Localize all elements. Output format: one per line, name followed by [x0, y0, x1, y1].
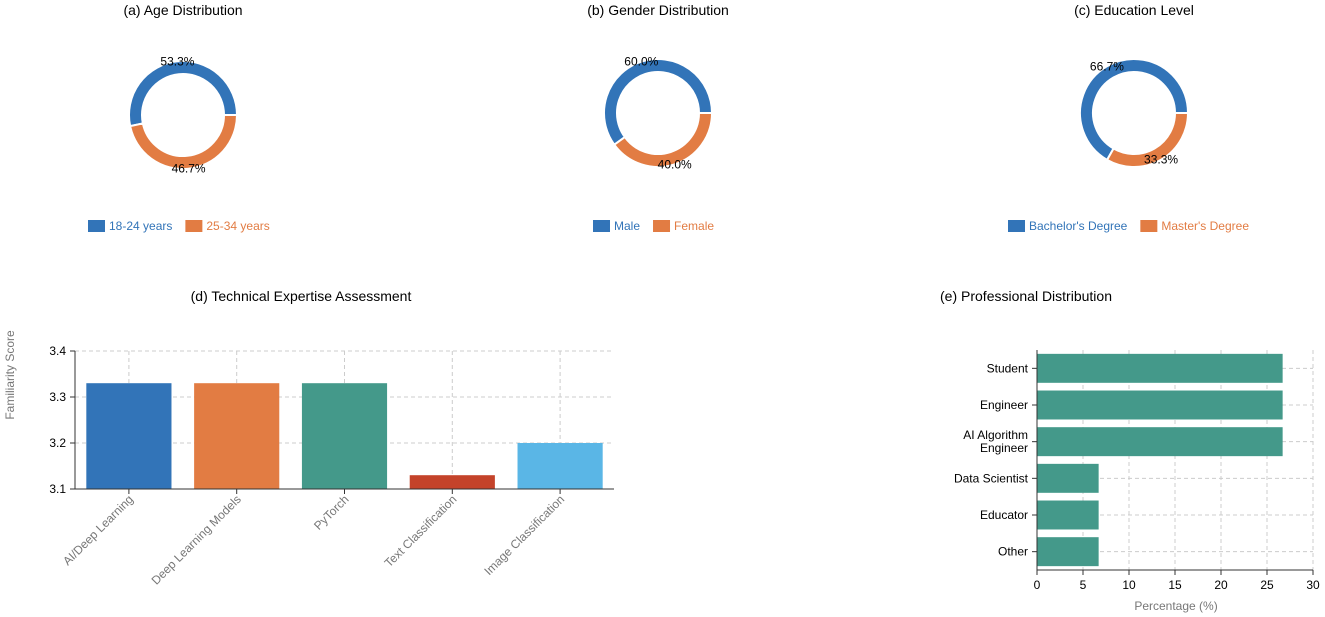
x-tick-label: 25	[1260, 578, 1274, 592]
chart-title: (c) Education Level	[1074, 2, 1194, 18]
x-axis-label: Percentage (%)	[1134, 599, 1217, 613]
x-tick-label: Deep Learning Models	[149, 492, 244, 587]
y-tick-label: Educator	[980, 508, 1028, 522]
x-tick-label: 0	[1034, 578, 1041, 592]
y-tick-label: Student	[987, 361, 1029, 375]
legend-swatch	[593, 220, 610, 232]
pie-slice	[128, 60, 239, 128]
y-tick-label: AI Algorithm Engineer	[963, 428, 1028, 455]
x-tick-label: Image Classification	[481, 492, 567, 578]
y-axis-label: Familiarity Score	[3, 330, 17, 420]
legend-swatch	[185, 220, 203, 232]
chart-title: (d) Technical Expertise Assessment	[191, 288, 412, 304]
bar	[1037, 500, 1099, 530]
legend-swatch	[653, 220, 671, 232]
pie-slice	[603, 58, 714, 147]
legend-label: Female	[674, 219, 714, 233]
chart-title: (a) Age Distribution	[123, 2, 242, 18]
pie-slice	[128, 114, 239, 170]
legend-swatch	[1008, 220, 1025, 232]
slice-label: 60.0%	[624, 55, 658, 69]
bar	[1037, 390, 1283, 420]
legend-label: Male	[614, 219, 640, 233]
x-tick-label: 5	[1080, 578, 1087, 592]
chart-title: (e) Professional Distribution	[940, 288, 1112, 304]
legend-swatch	[88, 220, 105, 232]
pie-slice	[1105, 112, 1190, 168]
professional-distribution-chart: (e) Professional Distribution Percentage…	[940, 288, 1320, 613]
bar	[1037, 353, 1283, 383]
x-tick-label: 30	[1306, 578, 1320, 592]
y-tick-label: Other	[998, 545, 1028, 559]
slice-label: 40.0%	[658, 157, 692, 171]
x-tick-label: PyTorch	[311, 492, 352, 533]
legend-swatch	[1140, 220, 1158, 232]
legend-label: 18-24 years	[109, 219, 172, 233]
legend-label: 25-34 years	[206, 219, 269, 233]
age-distribution-chart: (a) Age Distribution 53.3% 46.7% 18-24 ye…	[88, 2, 270, 233]
slice-label: 46.7%	[172, 162, 206, 176]
y-tick-label: Data Scientist	[954, 471, 1029, 485]
pie-slice	[612, 112, 714, 168]
technical-expertise-chart: (d) Technical Expertise Assessment Famil…	[3, 288, 614, 588]
slice-label: 66.7%	[1090, 59, 1124, 73]
chart-title: (b) Gender Distribution	[587, 2, 729, 18]
bar	[301, 383, 388, 489]
y-tick-label: 3.4	[49, 344, 66, 358]
bar	[194, 383, 280, 489]
bar	[1037, 463, 1099, 493]
y-tick-label: 3.1	[49, 482, 66, 496]
bar	[409, 475, 495, 489]
legend-label: Bachelor's Degree	[1029, 219, 1128, 233]
education-level-chart: (c) Education Level 66.7% 33.3% Bachelor'…	[1008, 2, 1249, 233]
bar	[1037, 537, 1099, 567]
bar	[86, 383, 172, 489]
bar	[1037, 427, 1283, 457]
bar	[517, 443, 603, 489]
slice-label: 53.3%	[160, 54, 194, 68]
x-tick-label: 20	[1214, 578, 1228, 592]
x-tick-label: 15	[1168, 578, 1182, 592]
y-tick-label: 3.2	[49, 436, 66, 450]
slice-label: 33.3%	[1144, 153, 1178, 167]
gender-distribution-chart: (b) Gender Distribution 60.0% 40.0% Male F…	[587, 2, 729, 233]
legend-label: Master's Degree	[1161, 219, 1249, 233]
y-tick-label: Engineer	[980, 398, 1028, 412]
x-tick-label: AI/Deep Learning	[60, 492, 136, 568]
y-tick-label: 3.3	[49, 390, 66, 404]
x-tick-label: 10	[1122, 578, 1136, 592]
x-tick-label: Text Classification	[382, 492, 460, 570]
